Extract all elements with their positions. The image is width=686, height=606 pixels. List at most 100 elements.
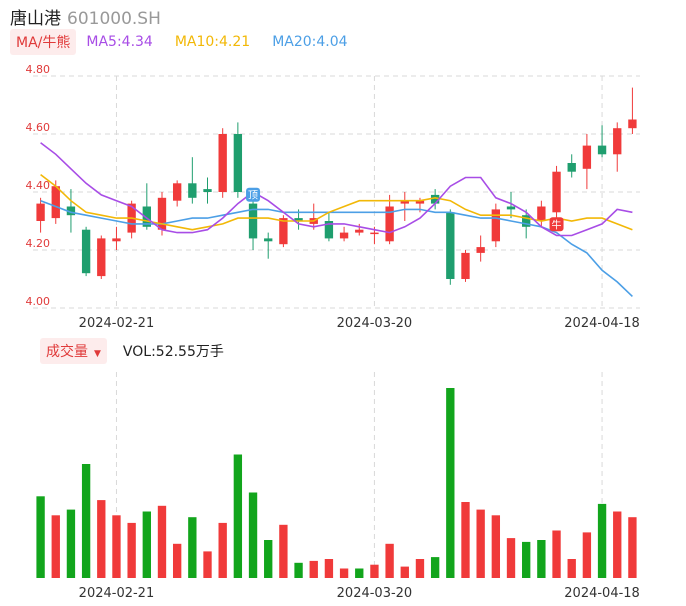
volume-bar <box>97 500 106 578</box>
volume-x-tick-label: 2024-02-21 <box>79 586 155 601</box>
volume-x-tick-label: 2024-03-20 <box>337 586 413 601</box>
candle-body <box>324 221 334 239</box>
y-tick-label: 4.80 <box>26 63 51 76</box>
bull-signal-marker: 牛 <box>549 217 564 232</box>
ma5-legend: MA5:4.34 <box>86 34 153 50</box>
y-tick-label: 4.40 <box>26 179 51 192</box>
candle-body <box>491 209 501 242</box>
stock-title: 唐山港 601000.SH <box>10 4 161 29</box>
volume-indicator-label: 成交量 <box>46 344 88 360</box>
stock-code: 601000.SH <box>67 9 161 29</box>
candle-body <box>355 229 364 233</box>
volume-bar <box>385 543 394 578</box>
candle-body <box>476 247 485 253</box>
volume-bar <box>597 503 607 578</box>
volume-bar <box>522 541 531 578</box>
candle-body <box>597 145 607 155</box>
candle-body <box>218 134 227 192</box>
ma5-line <box>40 142 633 237</box>
candle-body <box>613 128 622 155</box>
volume-bar <box>279 524 288 578</box>
candle-body <box>415 200 425 204</box>
volume-bar <box>415 559 425 578</box>
candle-body <box>370 232 379 235</box>
candle-body <box>233 134 243 192</box>
y-tick-label: 4.60 <box>26 121 51 134</box>
marker-badge <box>549 217 564 232</box>
volume-bar <box>112 515 121 578</box>
volume-bar <box>248 492 258 578</box>
volume-x-tick-label: 2024-04-18 <box>564 586 640 601</box>
candle-body <box>203 189 212 192</box>
ma20-line <box>40 199 633 297</box>
volume-bar <box>203 551 212 578</box>
candle-body <box>552 171 561 213</box>
candle-body <box>582 145 592 169</box>
candle-body <box>97 238 106 277</box>
volume-value: VOL:52.55万手 <box>122 344 224 360</box>
volume-bar <box>309 560 318 578</box>
candle-body <box>522 215 531 227</box>
candle-body <box>172 183 182 201</box>
volume-bar <box>461 502 470 578</box>
volume-bar <box>66 509 76 578</box>
candle-body <box>142 206 151 227</box>
volume-bar <box>51 515 60 578</box>
ma-selector-button[interactable]: MA/牛熊 <box>10 29 77 55</box>
volume-bar <box>370 564 379 578</box>
candle-body <box>537 206 546 221</box>
candle-body <box>400 200 409 204</box>
volume-bar <box>430 557 440 578</box>
candle-body <box>294 218 303 221</box>
marker-text: 顶 <box>248 190 258 202</box>
volume-bar <box>355 568 364 578</box>
ma20-legend: MA20:4.04 <box>272 34 348 50</box>
candle-body <box>157 197 167 230</box>
marker-text: 牛 <box>552 218 562 231</box>
volume-bar <box>613 511 622 578</box>
volume-bar <box>506 538 516 578</box>
volume-bar <box>552 530 561 578</box>
candle-body <box>264 238 273 242</box>
candle-body <box>112 238 121 242</box>
stock-name: 唐山港 <box>10 9 61 29</box>
volume-bar <box>81 464 91 578</box>
candle-body <box>248 203 258 239</box>
volume-bar <box>491 515 501 578</box>
volume-bar <box>188 517 197 578</box>
caret-down-icon: ▼ <box>94 349 101 359</box>
candle-body <box>446 212 455 279</box>
volume-bar <box>142 511 151 578</box>
top-signal-marker: 顶 <box>246 187 261 202</box>
candle-body <box>385 206 394 242</box>
candle-body <box>430 194 440 204</box>
x-tick-label: 2024-04-18 <box>564 316 640 331</box>
volume-bar <box>476 509 485 578</box>
ma-legend: MA/牛熊 MA5:4.34 MA10:4.21 MA20:4.04 <box>10 29 370 55</box>
volume-bar <box>172 543 182 578</box>
volume-bar <box>36 496 45 578</box>
volume-bar <box>324 559 334 578</box>
candle-body <box>81 229 91 274</box>
volume-bar <box>339 568 349 578</box>
volume-bar <box>294 562 303 578</box>
volume-bar <box>218 522 227 578</box>
candle-body <box>461 252 470 279</box>
volume-bar <box>446 388 455 578</box>
candle-body <box>506 206 516 210</box>
volume-bar <box>127 522 136 578</box>
volume-indicator-button[interactable]: 成交量 ▼ <box>40 338 107 364</box>
candle-body <box>279 218 288 245</box>
volume-bar <box>537 540 546 578</box>
volume-bar <box>157 505 167 578</box>
y-tick-label: 4.20 <box>26 237 51 250</box>
candle-body <box>51 186 60 219</box>
candle-body <box>339 232 349 239</box>
volume-bar <box>400 566 409 578</box>
volume-bar <box>264 540 273 578</box>
volume-bar <box>233 454 243 578</box>
volume-legend: 成交量 ▼ VOL:52.55万手 <box>40 338 224 364</box>
marker-badge <box>246 187 261 202</box>
candle-body <box>188 183 197 198</box>
